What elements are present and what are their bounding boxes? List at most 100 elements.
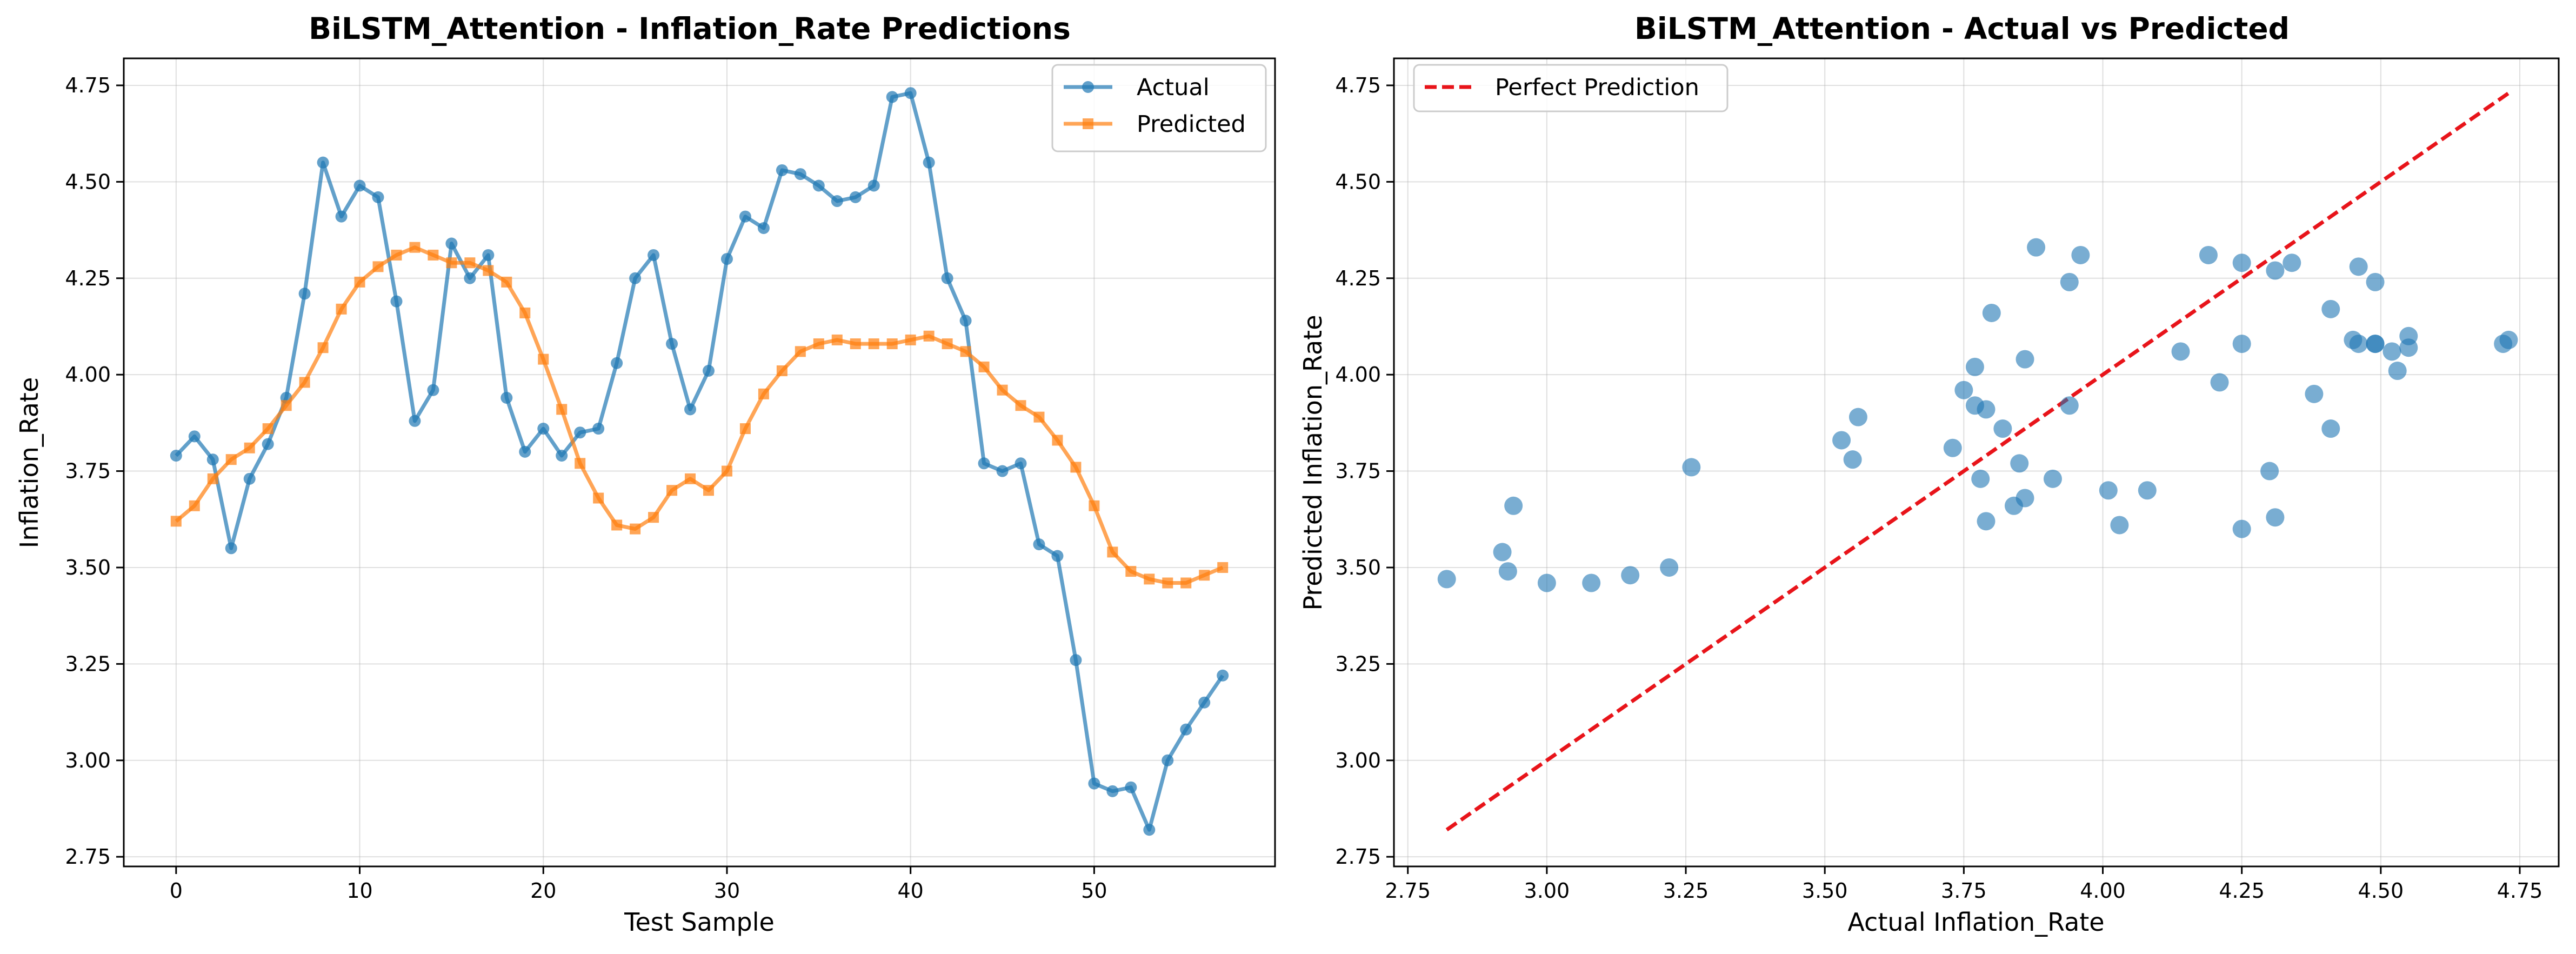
scatter-point [2349,257,2368,276]
scatter-point [2232,253,2251,272]
scatter-point [2138,481,2157,500]
y-tick-label: 3.00 [65,749,111,772]
y-tick-label: 2.75 [1335,845,1381,869]
data-point-predicted [519,307,531,318]
legend: Perfect Prediction [1413,64,1729,112]
data-point-actual [959,315,972,327]
data-point-predicted [189,500,200,511]
legend: Actual Predicted [1051,64,1267,152]
scatter-point [2232,335,2251,353]
x-tick-label: 20 [530,879,556,903]
data-point-predicted [1107,546,1118,558]
x-tick-label: 40 [897,879,923,903]
data-point-actual [666,338,678,350]
y-axis-label: Predicted Inflation_Rate [1298,315,1327,610]
chart-title: BiLSTM_Attention - Inflation_Rate Predic… [309,11,1071,46]
y-tick-label: 3.25 [1335,652,1381,676]
scatter-point [1965,396,1984,415]
scatter-point [2010,454,2029,473]
grid [124,58,1275,866]
x-tick-label: 4.75 [2497,879,2543,903]
data-point-predicted [721,465,732,477]
data-point-actual [1217,669,1229,682]
x-tick-label: 3.50 [1802,879,1848,903]
scatter-point [2171,342,2190,361]
data-point-actual [262,438,274,450]
plot-frame [1393,57,2560,868]
scatter-point [1977,512,1996,531]
data-point-predicted [391,249,402,261]
scatter-point [1993,419,2012,438]
x-tick-label: 0 [170,879,183,903]
y-tick-label: 3.50 [65,556,111,579]
data-point-actual [849,191,862,203]
scatter-point [2016,489,2034,508]
data-point-predicted [464,257,476,269]
data-point-actual [904,87,917,99]
data-point-actual [170,450,182,462]
scatter-point [2199,245,2218,264]
data-point-predicted [886,338,898,350]
x-tick-label: 3.00 [1524,879,1570,903]
scatter-point [2499,330,2518,349]
data-point-predicted [776,365,788,377]
x-axis-label: Actual Inflation_Rate [1847,908,2104,937]
data-point-predicted [483,265,494,276]
data-point-predicted [538,353,549,365]
scatter-point [1843,450,1862,469]
data-point-predicted [317,342,329,353]
data-point-predicted [207,473,218,484]
y-tick-label: 4.25 [65,266,111,290]
y-tick-label: 4.50 [1335,170,1381,194]
y-tick-label: 4.50 [65,170,111,194]
scatter-point [1982,303,2001,322]
data-point-predicted [556,404,568,415]
data-point-predicted [795,346,806,357]
scatter-point [2366,272,2385,291]
axis-ticks: 2.75 3.00 3.25 3.50 3.75 4.00 4.25 4.50 4.75 2.75… [1335,74,2542,903]
data-point-actual [1198,696,1211,709]
data-point-predicted [630,523,641,535]
series-line-predicted [175,245,1224,585]
x-tick-label: 10 [346,879,372,903]
data-point-predicted [960,346,971,357]
data-point-actual [1162,754,1174,766]
data-point-predicted [446,257,457,269]
legend-predicted-label: Predicted [1137,111,1246,138]
scatter-point [1498,562,1517,581]
series-layer [1437,91,2518,832]
scatter-point [1582,573,1601,592]
y-tick-label: 4.25 [1335,266,1381,290]
data-point-actual [1180,723,1192,736]
data-point-predicted [1033,411,1045,423]
scatter-point [2266,508,2285,527]
data-point-predicted [1199,570,1210,581]
data-point-actual [886,91,898,103]
x-axis-label: Test Sample [624,908,775,937]
x-tick-label: 4.25 [2219,879,2265,903]
data-point-actual [243,472,256,485]
data-point-predicted [593,492,604,504]
data-point-predicted [299,377,310,388]
y-tick-label: 3.50 [1335,556,1381,579]
series-layer [170,87,1229,836]
data-point-actual [335,210,348,223]
x-tick-label: 50 [1081,879,1107,903]
data-point-predicted [244,442,255,453]
data-point-actual [684,403,697,416]
data-point-actual [206,453,219,466]
legend-box [1413,64,1729,112]
y-tick-label: 2.75 [65,845,111,869]
data-point-actual [500,391,513,404]
series-line-actual [175,91,1225,832]
data-point-actual [702,365,715,377]
x-tick-label: 30 [714,879,740,903]
data-point-actual [372,191,384,203]
data-point-actual [923,156,935,169]
data-point-actual [794,168,806,181]
scatter-point [2260,462,2279,481]
data-point-actual [556,450,568,462]
legend-predicted-marker [1083,118,1093,129]
data-point-actual [464,272,476,284]
data-point-predicted [868,338,879,350]
